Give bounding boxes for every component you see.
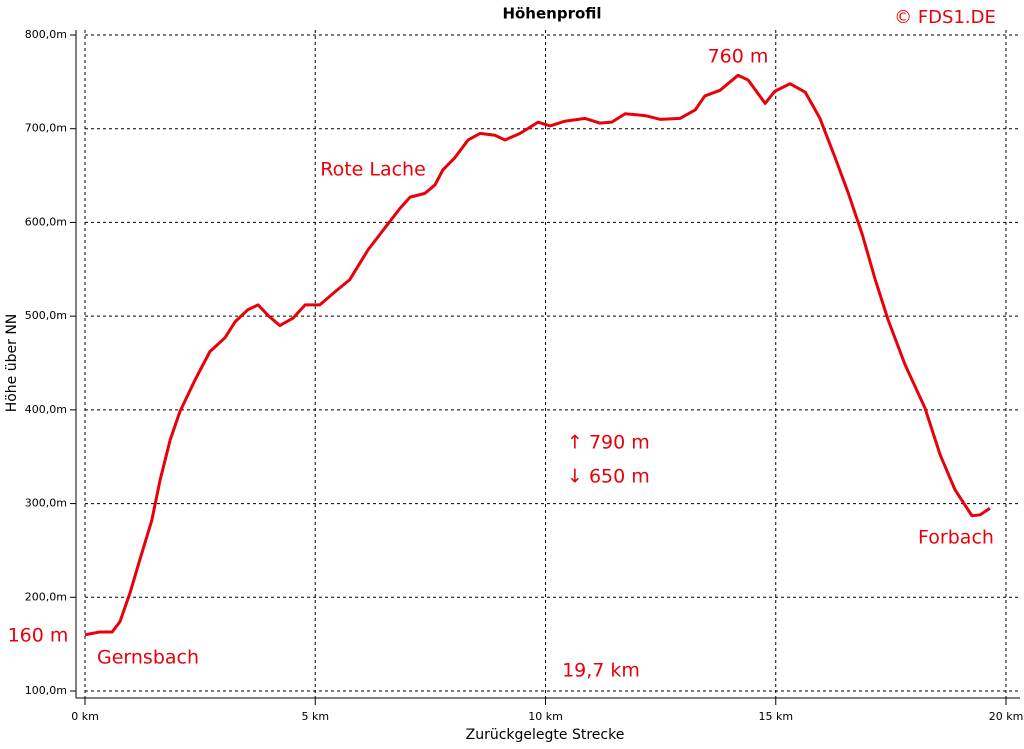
- x-axis-label: Zurückgelegte Strecke: [466, 727, 625, 743]
- annotation: ↓ 650 m: [567, 466, 650, 488]
- y-tick-label: 700,0m: [25, 122, 67, 135]
- x-tick-label: 10 km: [528, 710, 563, 723]
- y-tick-label: 100,0m: [25, 684, 67, 697]
- annotation: 160 m: [8, 625, 69, 647]
- x-tick-label: 0 km: [71, 710, 99, 723]
- x-tick-label: 5 km: [301, 710, 329, 723]
- chart-title: Höhenprofil: [502, 5, 601, 23]
- annotation: 19,7 km: [562, 660, 640, 682]
- y-tick-label: 800,0m: [25, 28, 67, 41]
- y-tick-label: 600,0m: [25, 215, 67, 228]
- y-tick-label: 400,0m: [25, 403, 67, 416]
- y-tick-label: 300,0m: [25, 497, 67, 510]
- elevation-line: [84, 73, 991, 637]
- annotation: Forbach: [918, 527, 994, 549]
- annotation: Gernsbach: [97, 647, 199, 669]
- x-tick-label: 15 km: [758, 710, 793, 723]
- plot-area: 100,0m 200,0m 300,0m 400,0m 500,0m 600,0m 700,…: [25, 28, 1024, 723]
- x-tick-label: 20 km: [989, 710, 1024, 723]
- annotation: 760 m: [708, 46, 769, 68]
- annotation: Rote Lache: [320, 159, 426, 181]
- y-tick-label: 200,0m: [25, 590, 67, 603]
- y-tick-label: 500,0m: [25, 309, 67, 322]
- credit: © FDS1.DE: [894, 7, 996, 28]
- y-axis-label: Höhe über NN: [4, 314, 20, 413]
- annotation: ↑ 790 m: [567, 432, 650, 454]
